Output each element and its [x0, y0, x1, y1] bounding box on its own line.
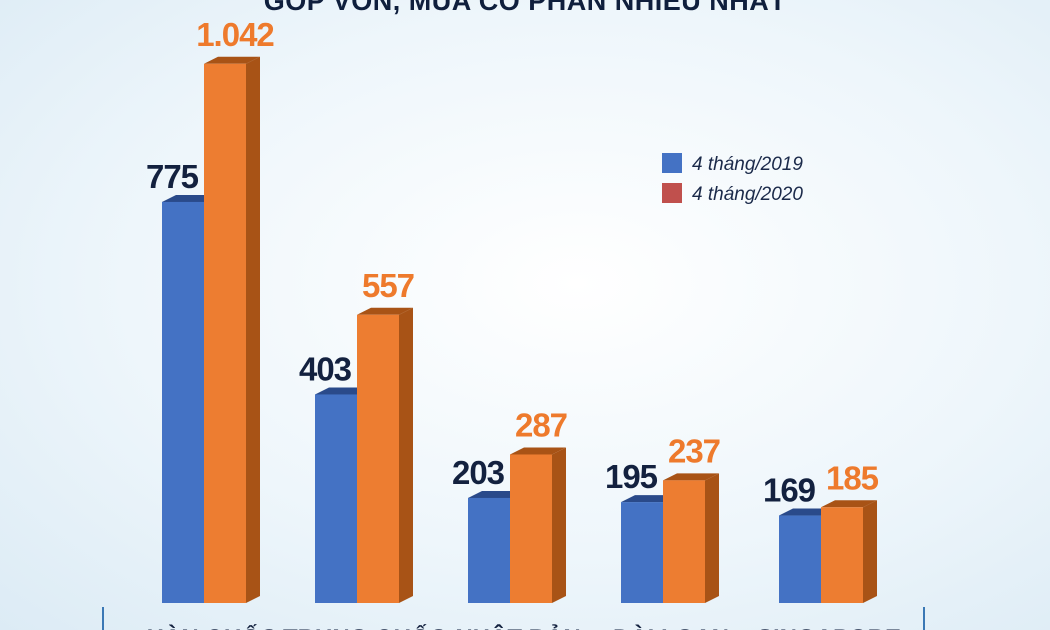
value-label-2020-0: 1.042: [196, 16, 274, 53]
legend-swatch-2019: [662, 153, 682, 173]
value-label-2020-1: 557: [362, 267, 414, 304]
value-label-2020-4: 185: [826, 459, 879, 496]
category-label-0: HÀN QUỐC: [147, 624, 278, 630]
value-label-2020-3: 237: [668, 432, 720, 469]
category-label-4: SINGAPORE: [757, 625, 901, 630]
category-label-3: ĐÀI LOAN: [613, 624, 729, 630]
value-label-2019-2: 203: [452, 454, 505, 491]
chart-title: GÓP VỐN, MUA CỔ PHẦN NHIỀU NHẤT: [263, 0, 787, 16]
bar-2020-4: [821, 500, 877, 603]
value-label-2019-1: 403: [299, 350, 352, 387]
bar-2020-2: [510, 447, 566, 603]
category-label-1: TRUNG QUỐC: [283, 624, 447, 630]
bar-2020-1: [357, 307, 413, 603]
value-label-2019-3: 195: [605, 458, 658, 495]
value-label-2019-4: 169: [763, 472, 816, 509]
value-label-2020-2: 287: [515, 406, 567, 443]
bar-2020-0: [204, 56, 260, 603]
category-label-2: NHẬT BẢN: [455, 623, 580, 630]
legend-label-2020: 4 tháng/2020: [692, 184, 803, 205]
value-label-2019-0: 775: [146, 158, 199, 195]
bar-2020-3: [663, 473, 719, 603]
legend-label-2019: 4 tháng/2019: [692, 154, 803, 175]
legend-swatch-2020: [662, 183, 682, 203]
